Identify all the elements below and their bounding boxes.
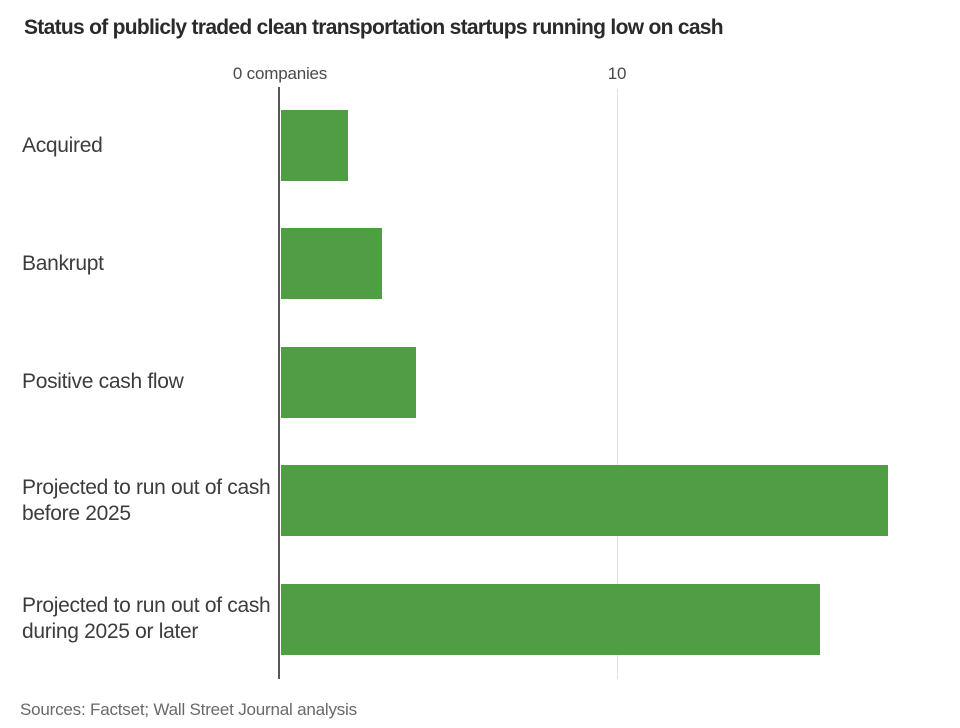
category-label-3: Projected to run out of cash before 2025 <box>22 475 271 525</box>
category-label-0: Acquired <box>22 133 103 157</box>
category-label-4: Projected to run out of cash during 2025… <box>22 594 271 644</box>
gridline-10 <box>617 89 618 679</box>
chart-title: Status of publicly traded clean transpor… <box>24 16 724 39</box>
category-label-1: Bankrupt <box>22 251 104 275</box>
category-label-2: Positive cash flow <box>22 370 184 394</box>
bar-1 <box>281 228 383 300</box>
x-tick-label-0: 0 companies <box>232 64 328 83</box>
bar-4 <box>281 583 821 655</box>
bar-0 <box>281 110 349 181</box>
bar-3 <box>281 465 888 537</box>
source-attribution: Sources: Factset; Wall Street Journal an… <box>20 700 357 719</box>
bar-2 <box>281 346 416 418</box>
x-tick-label-10: 10 <box>607 64 627 83</box>
x-axis-zero-baseline <box>278 87 280 679</box>
